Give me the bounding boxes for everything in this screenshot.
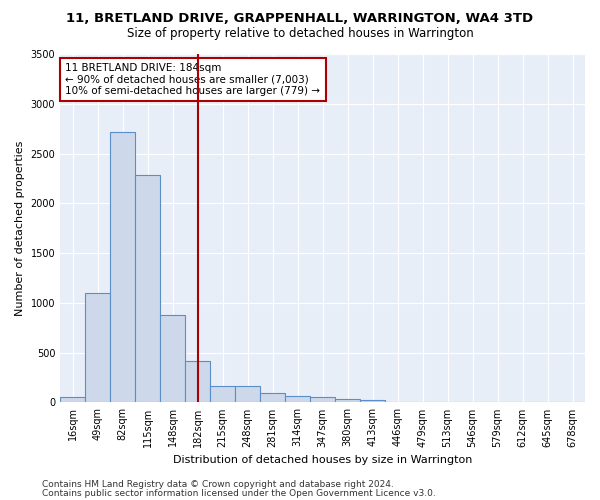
Text: Contains public sector information licensed under the Open Government Licence v3: Contains public sector information licen… (42, 488, 436, 498)
Bar (310, 397, 335, 402)
Text: 11 BRETLAND DRIVE: 184sqm
← 90% of detached houses are smaller (7,003)
10% of se: 11 BRETLAND DRIVE: 184sqm ← 90% of detac… (65, 62, 320, 96)
Text: Contains HM Land Registry data © Crown copyright and database right 2024.: Contains HM Land Registry data © Crown c… (42, 480, 394, 489)
Bar (185, 360, 210, 403)
Bar (260, 394, 285, 402)
Bar (335, 400, 360, 402)
Text: 11, BRETLAND DRIVE, GRAPPENHALL, WARRINGTON, WA4 3TD: 11, BRETLAND DRIVE, GRAPPENHALL, WARRING… (67, 12, 533, 26)
Bar (285, 396, 310, 402)
Bar (135, 176, 160, 402)
Text: Size of property relative to detached houses in Warrington: Size of property relative to detached ho… (127, 28, 473, 40)
X-axis label: Distribution of detached houses by size in Warrington: Distribution of detached houses by size … (173, 455, 472, 465)
Y-axis label: Number of detached properties: Number of detached properties (15, 140, 25, 316)
Bar (360, 400, 385, 402)
Bar (160, 315, 185, 402)
Bar (110, 132, 135, 402)
Bar (210, 386, 235, 402)
Bar (235, 386, 260, 402)
Bar (60, 398, 85, 402)
Bar (85, 293, 110, 403)
